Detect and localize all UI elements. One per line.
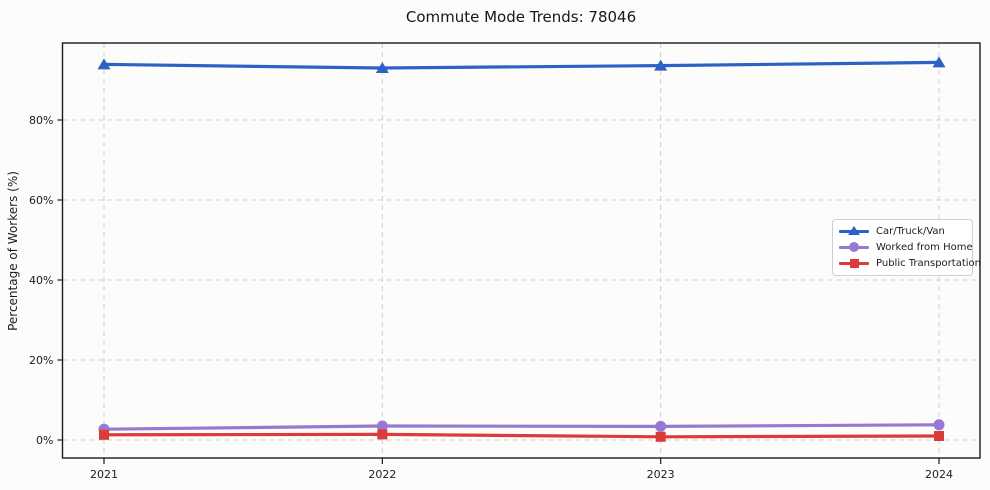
legend-label: Public Transportation — [876, 258, 981, 270]
legend-marker-circle-icon — [839, 239, 869, 255]
legend-marker-square-icon — [839, 256, 869, 272]
data-point-square — [377, 429, 388, 440]
plot-border — [61, 42, 981, 459]
data-point-triangle — [97, 58, 111, 70]
series-line-triangle — [102, 60, 941, 70]
legend-item-public-transportation: Public Transportation — [839, 256, 981, 272]
legend-marker-triangle-icon — [839, 223, 869, 239]
x-tick-label: 2023 — [647, 468, 675, 481]
x-tick-label: 2022 — [368, 468, 396, 481]
y-tick-label: 60% — [29, 194, 53, 207]
data-point-triangle — [375, 62, 389, 73]
series-line-circle — [102, 423, 941, 431]
data-point-circle — [655, 420, 667, 432]
data-point-square — [655, 431, 666, 442]
chart-legend: Car/Truck/Van Worked from Home Public Tr… — [832, 219, 981, 276]
data-point-triangle — [654, 59, 668, 71]
chart-title: Commute Mode Trends: 78046 — [405, 8, 637, 26]
legend-label: Car/Truck/Van — [876, 225, 945, 237]
data-point-triangle — [932, 56, 946, 68]
data-point-circle — [933, 419, 945, 431]
y-tick-label: 80% — [29, 114, 53, 127]
legend-label: Worked from Home — [876, 241, 973, 253]
series-line-square — [102, 432, 941, 439]
y-tick-label: 20% — [29, 354, 53, 367]
data-point-square — [99, 429, 109, 440]
x-tick-label: 2021 — [90, 468, 118, 481]
y-tick-label: 40% — [29, 274, 53, 287]
data-point-square — [934, 431, 944, 441]
legend-item-car-truck-van: Car/Truck/Van — [839, 223, 966, 239]
legend-item-worked-from-home: Worked from Home — [839, 239, 973, 255]
y-tick-label: 0% — [36, 434, 53, 447]
data-point-circle — [376, 420, 388, 432]
x-tick-label: 2024 — [925, 468, 953, 481]
